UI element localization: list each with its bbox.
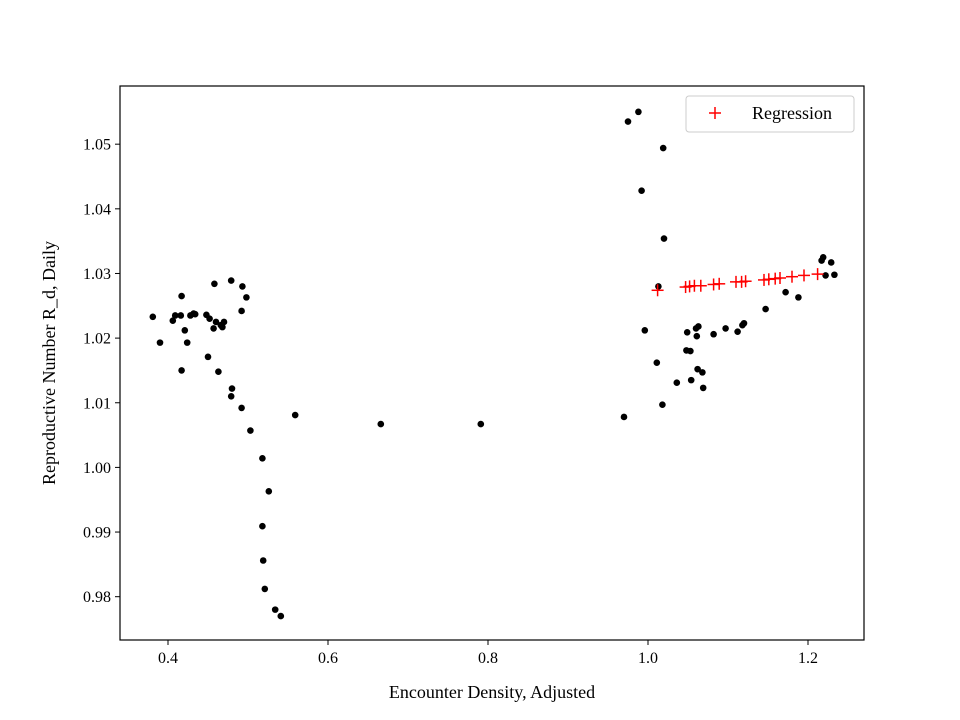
data-point	[683, 328, 691, 336]
data-point	[206, 315, 213, 323]
data-point	[178, 292, 185, 300]
data-point	[228, 385, 236, 392]
data-point	[687, 376, 695, 384]
regression-point	[786, 270, 798, 283]
y-tick-label: 0.99	[83, 525, 111, 542]
regression-point	[811, 268, 824, 281]
data-point	[659, 144, 667, 152]
data-point	[210, 325, 217, 332]
data-point	[219, 323, 226, 331]
data-point	[694, 365, 701, 373]
y-tick-label: 1.05	[83, 137, 111, 154]
plot-area-frame	[119, 85, 865, 641]
data-point	[215, 368, 222, 376]
data-point	[624, 118, 632, 125]
y-tick-label: 0.98	[83, 589, 111, 606]
data-point	[259, 455, 266, 462]
data-point	[699, 384, 707, 392]
regression-point	[694, 279, 707, 292]
data-point	[660, 235, 668, 242]
x-tick-label: 1.2	[798, 650, 818, 667]
y-tick-label: 1.03	[83, 266, 111, 283]
data-point	[710, 330, 717, 338]
data-point	[477, 420, 485, 428]
data-point	[212, 318, 220, 326]
data-point	[181, 327, 189, 334]
x-axis-label: Encounter Density, Adjusted	[389, 682, 595, 702]
data-point	[259, 557, 267, 564]
data-point	[782, 288, 789, 296]
data-point	[699, 369, 706, 376]
x-tick-label: 0.4	[158, 650, 178, 667]
legend: Regression	[685, 95, 855, 133]
data-point	[377, 420, 385, 428]
data-point	[673, 379, 681, 387]
y-tick-label: 1.01	[83, 395, 111, 412]
y-axis-label: Reproductive Number R_d, Daily	[39, 241, 59, 485]
data-point	[259, 522, 266, 530]
data-point	[247, 427, 254, 434]
regression-point	[774, 271, 786, 284]
data-point	[695, 323, 702, 330]
data-point	[762, 305, 769, 313]
data-point	[169, 317, 177, 324]
data-point	[227, 392, 235, 400]
data-point	[655, 283, 662, 290]
y-tick-label: 1.04	[83, 201, 111, 218]
data-point	[227, 277, 235, 284]
data-point	[641, 327, 649, 334]
legend-marker-plus	[709, 107, 721, 119]
regression-point	[713, 277, 726, 290]
x-tick-label: 1.0	[638, 650, 658, 667]
data-point	[827, 259, 835, 266]
data-point	[822, 272, 829, 279]
data-point	[819, 254, 827, 261]
data-point	[178, 367, 185, 374]
data-point	[687, 347, 694, 355]
y-tick-label: 1.02	[83, 331, 111, 348]
data-point	[271, 606, 279, 613]
data-point	[291, 411, 299, 419]
regression-point	[798, 269, 810, 282]
data-point	[277, 612, 285, 620]
regression-point	[739, 275, 752, 288]
data-point	[239, 283, 246, 290]
data-points	[149, 108, 838, 620]
data-point	[693, 332, 701, 340]
data-point	[238, 404, 245, 412]
y-tick-label: 1.00	[83, 460, 111, 477]
data-point	[635, 108, 642, 116]
data-point	[265, 488, 273, 495]
data-point	[204, 353, 212, 361]
data-point	[238, 307, 245, 315]
legend-label-regression: Regression	[752, 103, 832, 123]
axis-ticks: 0.4 0.6 0.8 1.0 1.2 0.98 0.99 1.00 1.01 1.02 1.03 1…	[83, 137, 818, 667]
data-point	[183, 339, 191, 346]
data-point	[740, 319, 748, 327]
data-point	[243, 294, 250, 301]
data-point	[171, 312, 179, 319]
data-point	[177, 312, 185, 319]
data-point	[261, 585, 269, 593]
data-point	[638, 187, 645, 195]
data-point	[831, 271, 838, 279]
data-point	[620, 413, 628, 421]
data-point	[191, 310, 199, 318]
x-tick-label: 0.6	[318, 650, 338, 667]
data-point	[722, 325, 729, 332]
data-point	[149, 313, 157, 321]
x-tick-label: 0.8	[478, 650, 498, 667]
data-point	[795, 294, 802, 301]
data-point	[220, 318, 228, 326]
data-point	[734, 328, 741, 335]
data-point	[653, 359, 661, 366]
legend-box	[685, 95, 855, 133]
data-point	[659, 401, 666, 408]
data-point	[211, 280, 218, 288]
regression-point	[651, 284, 664, 297]
data-point	[156, 339, 164, 346]
